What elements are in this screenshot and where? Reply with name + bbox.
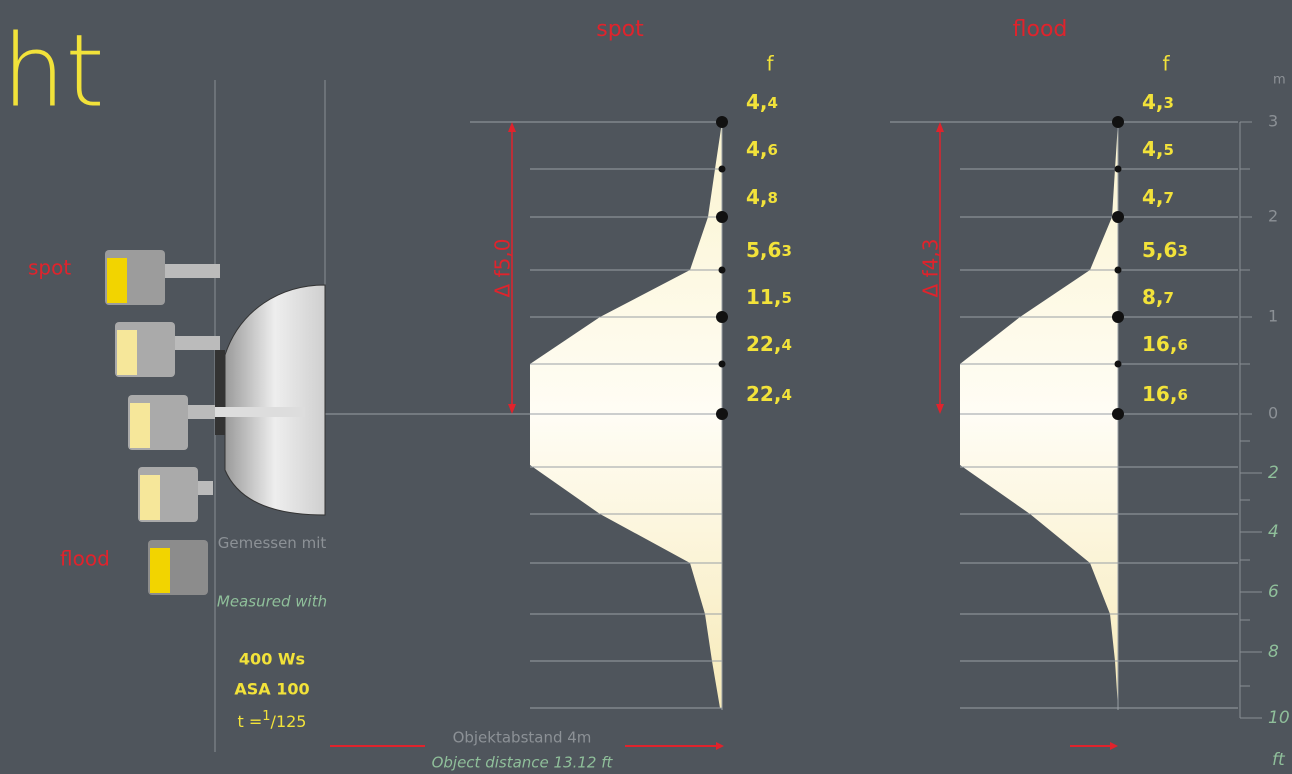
f-stop: 4,8 [746, 185, 778, 209]
measured-de: Gemessen mit [218, 534, 327, 552]
ft-tick-label: 10 [1268, 708, 1290, 728]
shutter: t =1/125 [238, 709, 307, 731]
m-tick-label: 3 [1268, 112, 1278, 131]
m-tick-label: 1 [1268, 307, 1278, 326]
distance-en: Object distance 13.12 ft [432, 754, 614, 772]
f-stop: 4,5 [1142, 137, 1174, 161]
level-dot [1112, 211, 1124, 223]
m-unit: m [1273, 73, 1286, 88]
title-fragment: ht [2, 12, 105, 129]
f-label: f [766, 52, 774, 76]
arrow-head [1110, 742, 1118, 750]
f-stop: 11,5 [746, 285, 792, 309]
ft-tick-label: 6 [1268, 582, 1279, 602]
level-dot [718, 360, 726, 368]
arrow-head [716, 742, 724, 750]
lamp-label: flood [60, 547, 110, 571]
level-dot [1114, 165, 1122, 173]
level-dot [718, 266, 726, 274]
delta-label: Δ f5,0 [491, 239, 515, 298]
ft-tick-label: 8 [1268, 642, 1279, 662]
level-dot [1112, 116, 1124, 128]
panel-title: flood [1013, 17, 1068, 42]
level-dot [716, 116, 728, 128]
measured-en: Measured with [217, 593, 327, 611]
f-stop: 5,63 [1142, 238, 1188, 262]
f-stop: 22,4 [746, 382, 792, 406]
f-stop: 4,7 [1142, 185, 1174, 209]
f-stop: 8,7 [1142, 285, 1174, 309]
power: 400 Ws [239, 650, 305, 669]
lamp-label: spot [28, 256, 71, 280]
level-dot [1114, 266, 1122, 274]
f-stop: 22,4 [746, 332, 792, 356]
panel-title: spot [596, 17, 644, 42]
level-dot [716, 408, 728, 420]
level-dot [718, 165, 726, 173]
level-dot [1112, 311, 1124, 323]
ft-tick-label: 4 [1268, 522, 1279, 542]
f-stop: 16,6 [1142, 382, 1188, 406]
light-area [960, 122, 1118, 708]
f-stop: 16,6 [1142, 332, 1188, 356]
delta-label: Δ f4,3 [919, 239, 943, 298]
ft-tick-label: 2 [1268, 463, 1279, 483]
level-dot [1114, 360, 1122, 368]
light-area [530, 122, 722, 708]
level-dot [716, 311, 728, 323]
m-tick-label: 2 [1268, 207, 1278, 226]
lamp-icons [105, 250, 326, 595]
f-stop: 4,6 [746, 137, 778, 161]
f-label: f [1162, 52, 1170, 76]
level-dot [1112, 408, 1124, 420]
distance-de: Objektabstand 4m [453, 729, 592, 747]
f-stop: 5,63 [746, 238, 792, 262]
f-stop: 4,3 [1142, 90, 1174, 114]
asa: ASA 100 [234, 680, 309, 699]
ft-unit: ft [1272, 750, 1286, 770]
f-stop: 4,4 [746, 90, 778, 114]
level-dot [716, 211, 728, 223]
m-tick-label: 0 [1268, 404, 1278, 423]
label-bg [425, 734, 625, 758]
